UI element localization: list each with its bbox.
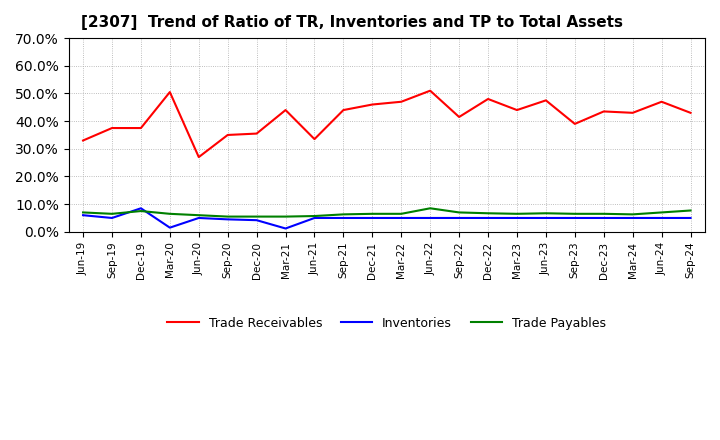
Inventories	[513, 215, 521, 220]
Inventories	[570, 215, 579, 220]
Trade Payables	[513, 211, 521, 216]
Trade Receivables	[570, 121, 579, 127]
Inventories	[166, 225, 174, 230]
Trade Receivables	[282, 107, 290, 113]
Trade Payables	[541, 211, 550, 216]
Trade Receivables	[426, 88, 434, 93]
Inventories	[339, 215, 348, 220]
Trade Payables	[282, 214, 290, 219]
Trade Payables	[368, 211, 377, 216]
Trade Receivables	[600, 109, 608, 114]
Trade Receivables	[137, 125, 145, 131]
Trade Receivables	[541, 98, 550, 103]
Inventories	[657, 215, 666, 220]
Inventories	[455, 215, 464, 220]
Inventories	[426, 215, 434, 220]
Trade Receivables	[108, 125, 117, 131]
Inventories	[368, 215, 377, 220]
Inventories	[78, 213, 87, 218]
Trade Receivables	[657, 99, 666, 104]
Line: Inventories: Inventories	[83, 208, 690, 228]
Trade Payables	[194, 213, 203, 218]
Inventories	[194, 215, 203, 220]
Trade Payables	[570, 211, 579, 216]
Trade Receivables	[310, 136, 319, 142]
Trade Receivables	[252, 131, 261, 136]
Trade Payables	[223, 214, 232, 219]
Inventories	[484, 215, 492, 220]
Trade Payables	[137, 209, 145, 214]
Trade Receivables	[339, 107, 348, 113]
Text: [2307]  Trend of Ratio of TR, Inventories and TP to Total Assets: [2307] Trend of Ratio of TR, Inventories…	[81, 15, 624, 30]
Trade Payables	[108, 211, 117, 216]
Inventories	[310, 215, 319, 220]
Inventories	[686, 215, 695, 220]
Trade Payables	[339, 212, 348, 217]
Inventories	[252, 217, 261, 223]
Trade Receivables	[629, 110, 637, 115]
Trade Payables	[397, 211, 405, 216]
Trade Receivables	[78, 138, 87, 143]
Trade Receivables	[686, 110, 695, 115]
Inventories	[600, 215, 608, 220]
Trade Receivables	[455, 114, 464, 120]
Trade Payables	[657, 210, 666, 215]
Trade Payables	[600, 211, 608, 216]
Legend: Trade Receivables, Inventories, Trade Payables: Trade Receivables, Inventories, Trade Pa…	[163, 312, 611, 335]
Inventories	[629, 215, 637, 220]
Trade Receivables	[166, 89, 174, 95]
Line: Trade Payables: Trade Payables	[83, 208, 690, 216]
Inventories	[137, 205, 145, 211]
Inventories	[223, 217, 232, 222]
Trade Payables	[686, 208, 695, 213]
Trade Receivables	[368, 102, 377, 107]
Inventories	[282, 226, 290, 231]
Inventories	[108, 215, 117, 220]
Trade Receivables	[484, 96, 492, 102]
Trade Payables	[78, 210, 87, 215]
Trade Payables	[166, 211, 174, 216]
Trade Payables	[484, 211, 492, 216]
Inventories	[397, 215, 405, 220]
Trade Payables	[629, 212, 637, 217]
Trade Payables	[252, 214, 261, 219]
Line: Trade Receivables: Trade Receivables	[83, 91, 690, 157]
Trade Receivables	[194, 154, 203, 160]
Trade Payables	[310, 213, 319, 219]
Inventories	[541, 215, 550, 220]
Trade Receivables	[397, 99, 405, 104]
Trade Payables	[455, 210, 464, 215]
Trade Receivables	[223, 132, 232, 138]
Trade Payables	[426, 205, 434, 211]
Trade Receivables	[513, 107, 521, 113]
